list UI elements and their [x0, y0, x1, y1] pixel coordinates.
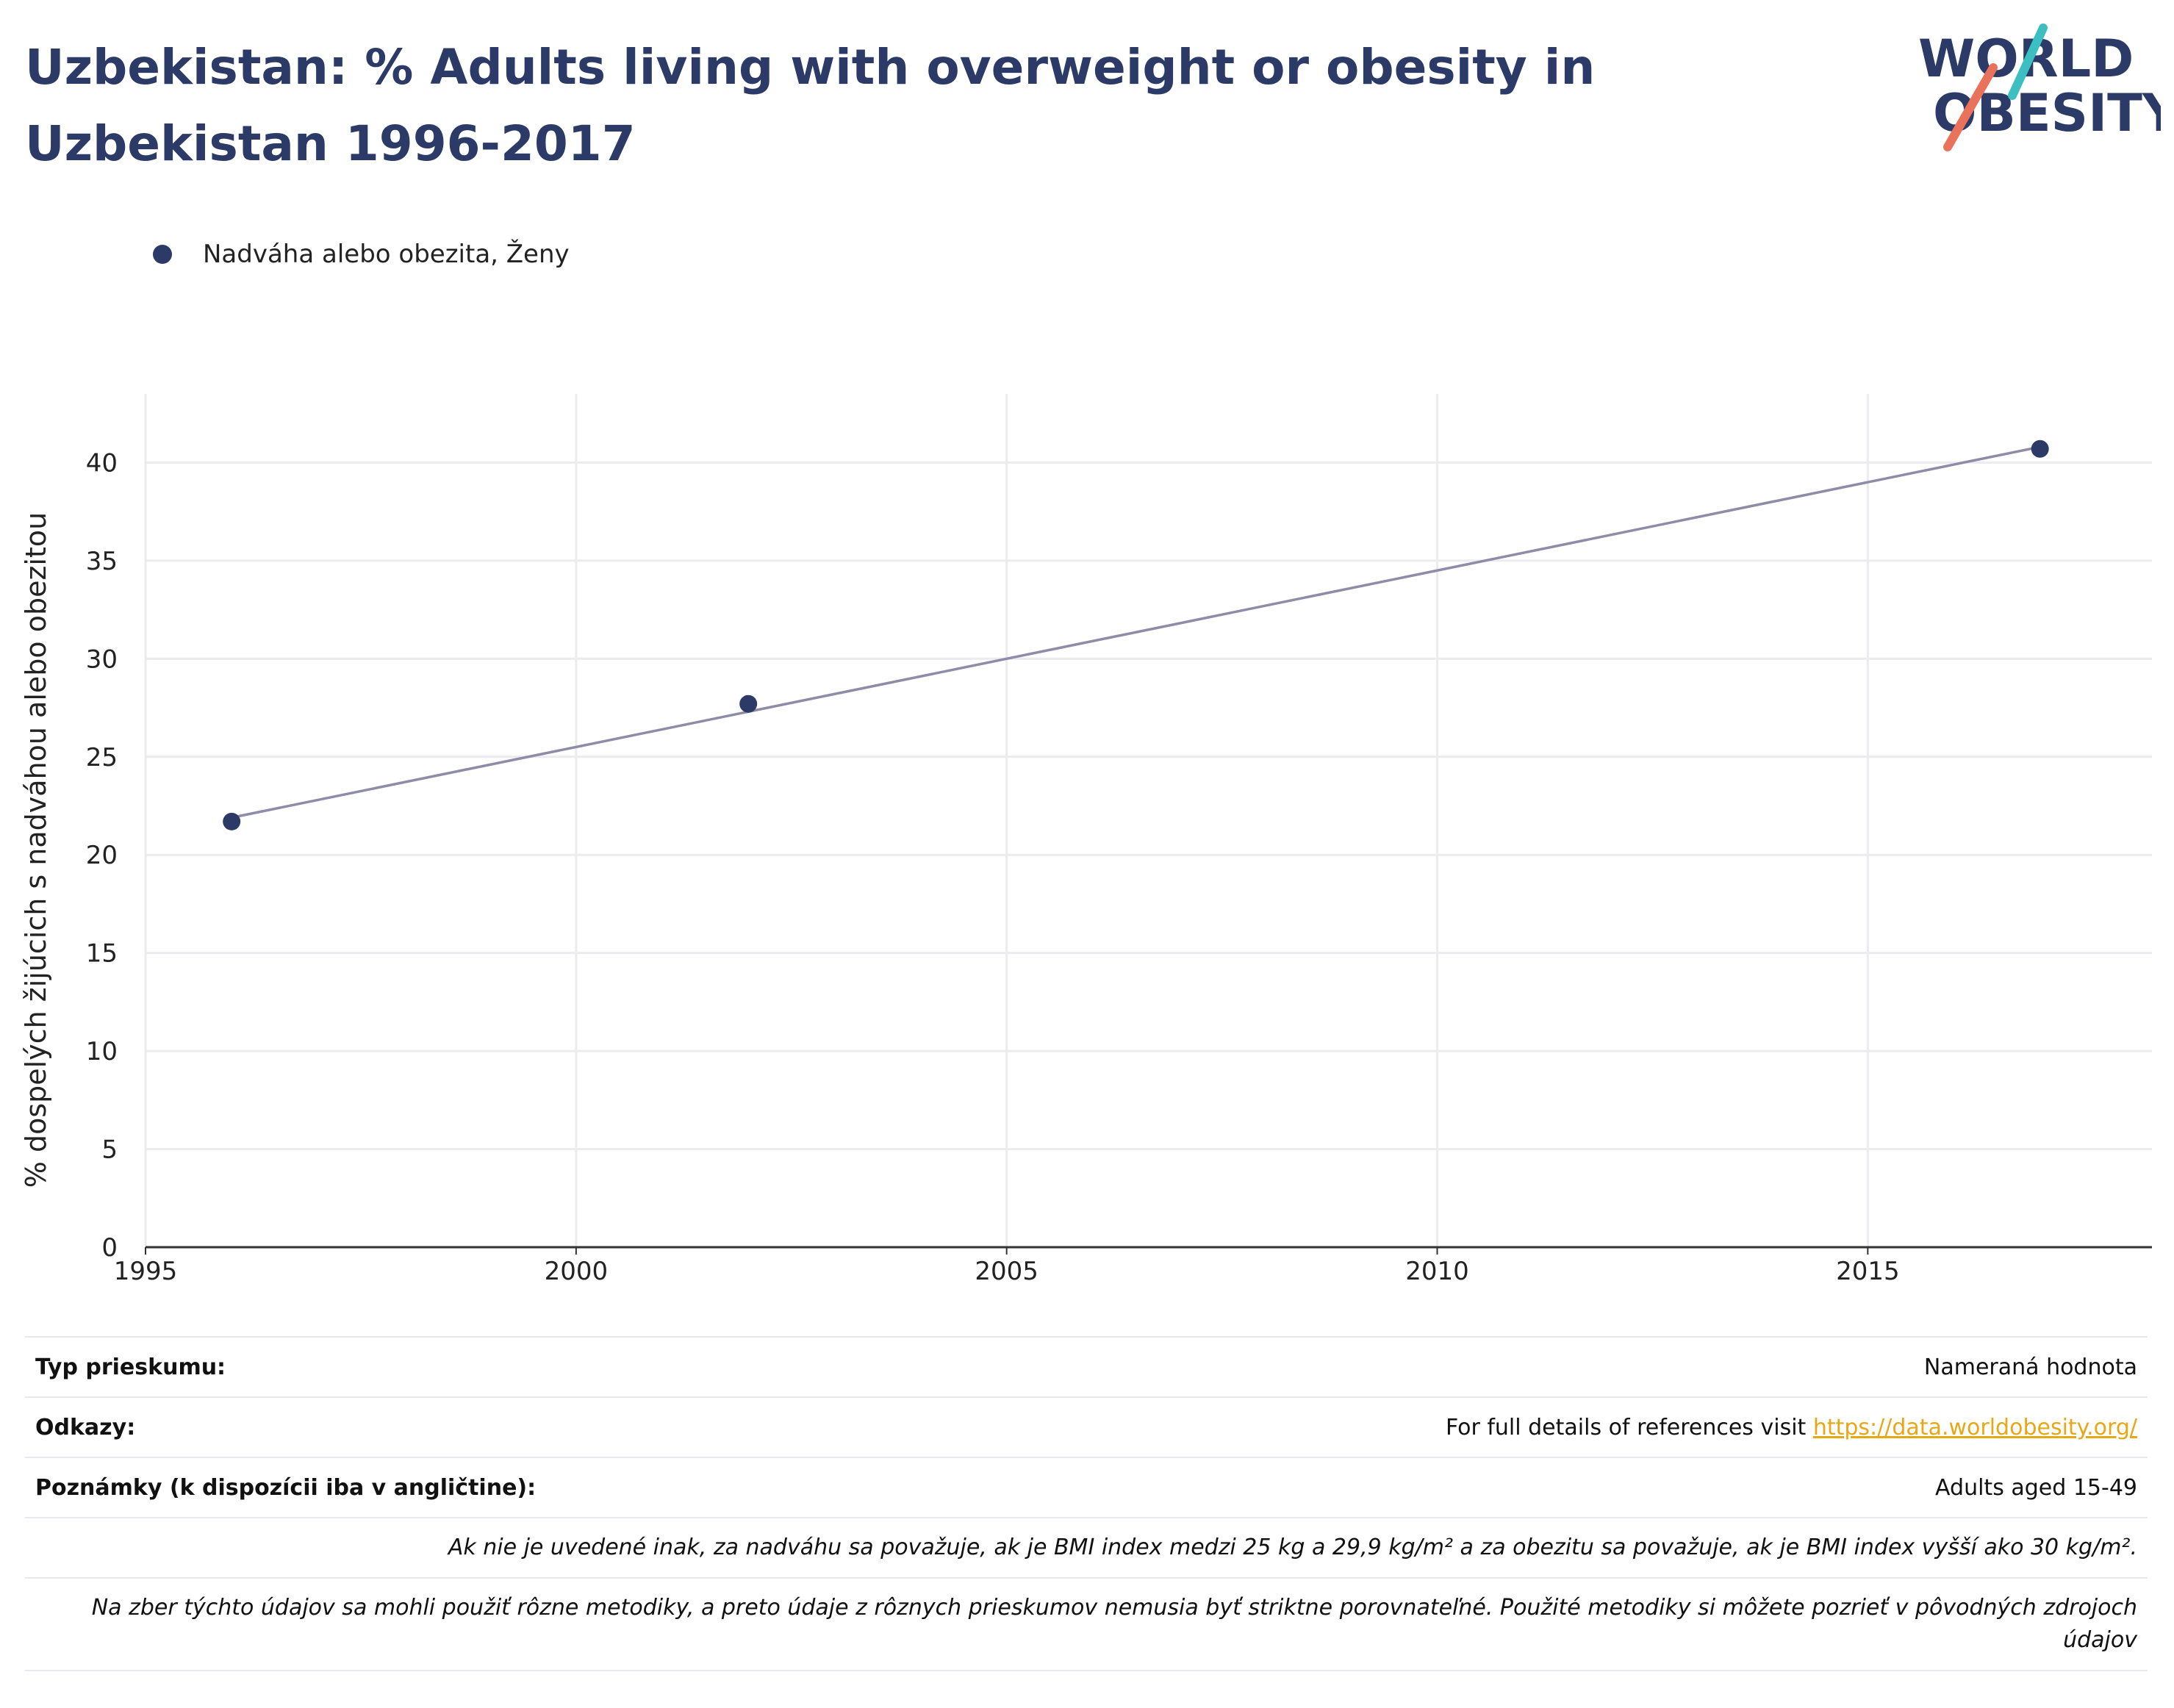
info-row-references: Odkazy: For full details of references v… [25, 1396, 2148, 1457]
references-text: For full details of references visit [1445, 1414, 1813, 1440]
series-layer [223, 439, 2049, 830]
info-row-notes: Poznámky (k dispozícii iba v angličtine)… [25, 1457, 2148, 1517]
info-row-survey-type: Typ prieskumu: Nameraná hodnota [25, 1336, 2148, 1396]
page-title: Uzbekistan: % Adults living with overwei… [25, 39, 1596, 172]
world-obesity-logo: WORLD OBESITY [1918, 24, 2161, 151]
y-tick-label: 5 [101, 1135, 118, 1165]
notes-label: Poznámky (k dispozícii iba v angličtine)… [35, 1474, 537, 1501]
y-tick-label: 30 [86, 645, 118, 674]
methodology-note: Na zber týchto údajov sa mohli použiť rô… [25, 1577, 2148, 1671]
survey-type-label: Typ prieskumu: [35, 1354, 226, 1380]
logo-slash-coral [1943, 63, 1998, 151]
line-chart: 1995 2000 2005 2010 2015 0 5 10 15 20 25 30 35 40 % d… [20, 394, 2152, 1286]
y-tick-label: 20 [86, 841, 118, 870]
data-point [223, 812, 241, 830]
references-value: For full details of references visit htt… [1446, 1415, 2137, 1440]
data-point [739, 695, 758, 713]
x-tick-label: 2005 [975, 1257, 1038, 1286]
y-tick-label: 25 [86, 743, 118, 772]
y-tick-label: 10 [86, 1037, 118, 1066]
x-tick-label: 2015 [1836, 1257, 1900, 1286]
x-tick-label: 2000 [545, 1257, 609, 1286]
trend-line [231, 445, 2041, 819]
y-tick-label: 40 [86, 448, 118, 478]
y-tick-label: 15 [86, 939, 118, 969]
grid-layer [144, 394, 2152, 1247]
info-table: Typ prieskumu: Nameraná hodnota Odkazy: … [25, 1336, 2148, 1671]
bmi-note: Ak nie je uvedené inak, za nadváhu sa po… [25, 1517, 2148, 1577]
logo-slash-teal [2008, 24, 2048, 100]
notes-value: Adults aged 15-49 [1935, 1474, 2137, 1501]
y-axis-label: % dospelých žijúcich s nadváhou alebo ob… [20, 512, 52, 1188]
axis-layer: 1995 2000 2005 2010 2015 0 5 10 15 20 25 30 35 40 [86, 448, 2152, 1286]
y-tick-label: 35 [86, 547, 118, 576]
chart-legend[interactable]: Nadváha alebo obezita, Ženy [153, 240, 570, 269]
references-link[interactable]: https://data.worldobesity.org/ [1812, 1414, 2137, 1440]
references-label: Odkazy: [35, 1414, 136, 1440]
x-tick-label: 2010 [1405, 1257, 1469, 1286]
data-point [2031, 439, 2049, 458]
survey-type-value: Nameraná hodnota [1923, 1354, 2137, 1380]
legend-label: Nadváha alebo obezita, Ženy [203, 240, 570, 269]
legend-marker [153, 245, 172, 264]
x-tick-label: 1995 [114, 1257, 178, 1286]
y-tick-label: 0 [101, 1233, 118, 1263]
